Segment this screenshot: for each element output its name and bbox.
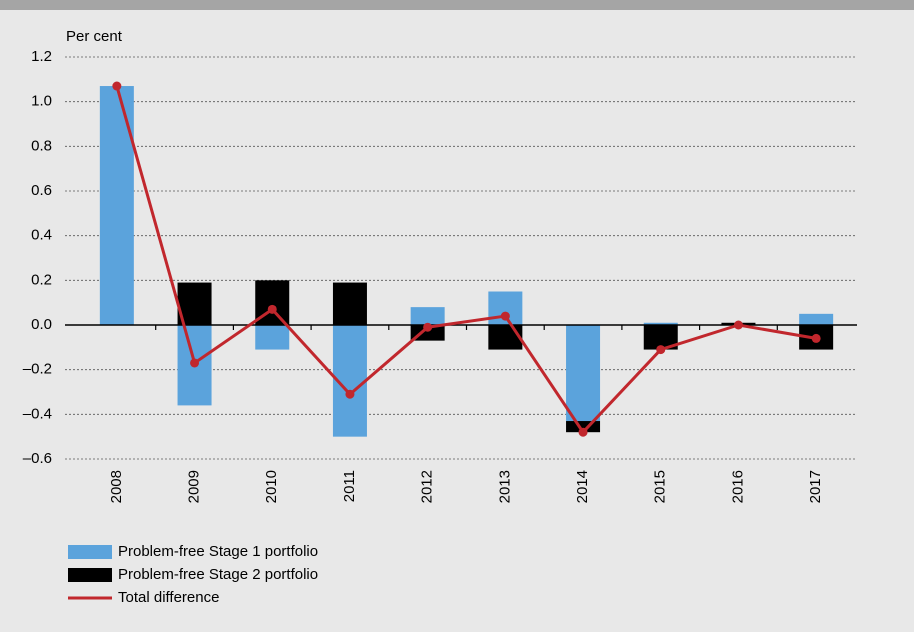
line-point xyxy=(267,304,277,314)
bar xyxy=(410,307,445,325)
y-axis-label: Per cent xyxy=(66,28,123,45)
y-tick-label: 0.2 xyxy=(31,271,52,288)
bar xyxy=(643,322,678,325)
bar xyxy=(566,325,601,422)
y-tick-label: 0.0 xyxy=(31,316,52,333)
legend-label: Problem-free Stage 2 portfolio xyxy=(118,566,318,583)
top-band xyxy=(0,0,914,10)
x-tick-label: 2009 xyxy=(186,470,203,503)
bar xyxy=(410,325,445,341)
y-tick-label: 1.2 xyxy=(31,48,52,65)
x-tick-label: 2017 xyxy=(807,470,824,503)
x-tick-label: 2016 xyxy=(729,470,746,503)
x-tick-label: 2011 xyxy=(341,470,358,502)
bar xyxy=(488,325,523,350)
y-tick-label: 0.8 xyxy=(31,137,52,154)
line-point xyxy=(656,345,666,355)
bar xyxy=(332,282,367,325)
bar xyxy=(799,313,834,325)
x-tick-label: 2015 xyxy=(652,470,669,503)
y-tick-label: 1.0 xyxy=(31,93,52,110)
line-point xyxy=(190,358,200,368)
bar xyxy=(255,325,290,350)
line xyxy=(115,85,817,435)
legend-label: Total difference xyxy=(118,589,219,606)
x-tick-label: 2008 xyxy=(108,470,125,503)
y-tick-label: –0.2 xyxy=(23,361,52,378)
bar xyxy=(566,421,601,433)
line-point xyxy=(112,81,122,91)
legend-swatch xyxy=(68,568,112,582)
line-point xyxy=(733,320,743,330)
y-tick-label: 0.6 xyxy=(31,182,52,199)
legend-swatch xyxy=(68,545,112,559)
y-tick-label: –0.4 xyxy=(23,405,52,422)
line-point xyxy=(345,389,355,399)
x-tick-label: 2010 xyxy=(263,470,280,503)
line-point xyxy=(423,322,433,332)
x-tick-label: 2014 xyxy=(574,470,591,503)
line-point xyxy=(578,427,588,437)
x-tick-label: 2012 xyxy=(419,470,436,503)
y-tick-label: 0.4 xyxy=(31,227,52,244)
line-point xyxy=(811,333,821,343)
y-tick-label: –0.6 xyxy=(23,450,52,467)
bar xyxy=(99,86,134,326)
legend-label: Problem-free Stage 1 portfolio xyxy=(118,543,318,560)
line-point xyxy=(500,311,510,321)
x-tick-label: 2013 xyxy=(496,470,513,503)
